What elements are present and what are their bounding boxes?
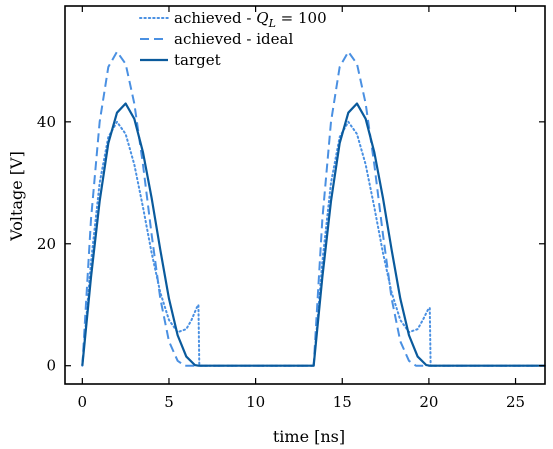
plot-area: [81, 50, 546, 367]
y-tick-label: 20: [37, 235, 56, 253]
y-axis-label: Voltage [V]: [7, 151, 26, 242]
series-line-1: [81, 120, 546, 367]
plot-frame: [64, 5, 546, 385]
x-tick-label: 25: [506, 393, 525, 411]
legend-label-2: achieved - ideal: [174, 30, 293, 48]
y-tick-label: 0: [46, 357, 56, 375]
x-tick-label: 0: [78, 393, 88, 411]
series-line-2: [81, 50, 545, 367]
axes: 0 5 10 15 20 25 0 20 40: [37, 5, 546, 411]
x-tick-label: 10: [246, 393, 265, 411]
x-tick-label: 20: [419, 393, 438, 411]
x-axis-label: time [ns]: [273, 427, 345, 446]
series-line-3: [81, 102, 545, 367]
legend-label-3: target: [174, 51, 221, 69]
legend-label-1: achieved - QL = 100: [174, 9, 327, 30]
y-tick-label: 40: [37, 113, 56, 131]
x-tick-label: 15: [333, 393, 352, 411]
x-tick-label: 5: [164, 393, 174, 411]
